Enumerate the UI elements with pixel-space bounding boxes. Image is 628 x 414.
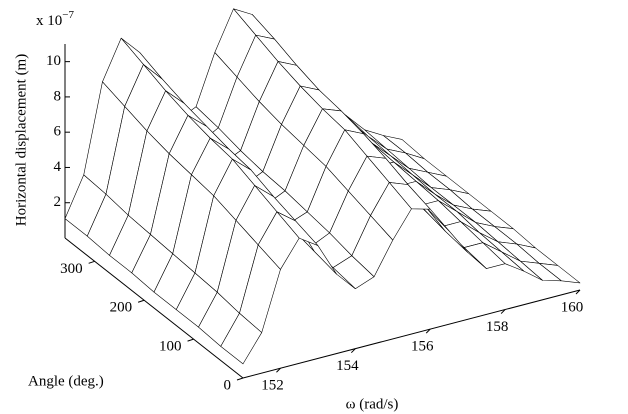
z-multiplier-base: x 10 <box>36 13 62 29</box>
x-axis-title: ω (rad/s) <box>346 396 399 412</box>
x-tick <box>350 348 356 354</box>
y-tick <box>88 260 95 264</box>
x-tick-label: 158 <box>486 319 509 335</box>
x-tick-label: 160 <box>561 299 584 315</box>
y-tick-label: 100 <box>159 339 182 355</box>
y-tick <box>236 377 244 381</box>
z-multiplier: x 10−7 <box>36 9 74 30</box>
y-axis-title: Angle (deg.) <box>28 373 104 389</box>
x-tick-label: 152 <box>261 378 284 394</box>
z-tick-label: 4 <box>54 159 62 175</box>
z-tick-label: 8 <box>54 88 62 104</box>
z-tick-label: 6 <box>54 124 62 140</box>
x-tick <box>500 309 506 314</box>
x-axis-line <box>242 289 581 379</box>
x-tick <box>425 328 431 334</box>
z-axis-title: Horizontal displacement (m) <box>13 54 29 226</box>
y-tick-label: 200 <box>110 300 133 316</box>
x-tick <box>575 289 581 295</box>
y-tick <box>187 338 194 342</box>
x-tick <box>276 367 281 373</box>
y-tick <box>137 299 145 303</box>
z-multiplier-exponent: −7 <box>62 9 74 21</box>
x-tick-label: 156 <box>411 339 434 355</box>
x-tick-label: 154 <box>336 358 359 374</box>
z-tick-label: 10 <box>46 53 61 69</box>
y-tick-label: 0 <box>224 377 232 393</box>
surface-patch <box>220 312 263 365</box>
z-tick-label: 2 <box>54 194 62 210</box>
y-tick-label: 300 <box>60 261 83 277</box>
